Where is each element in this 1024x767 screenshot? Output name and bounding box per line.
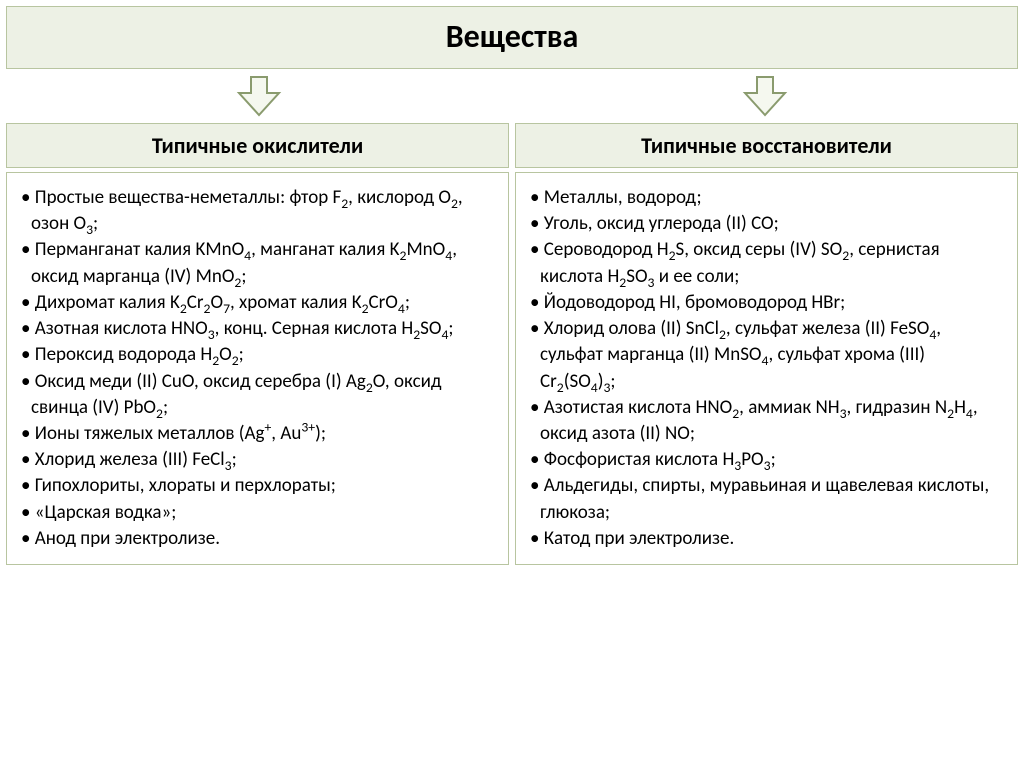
arrow-left-cell — [6, 71, 512, 121]
right-body: Металлы, водород; Уголь, оксид углерода … — [515, 172, 1018, 565]
list-item: Ионы тяжелых металлов (Ag+, Au3+); — [21, 421, 494, 447]
main-title: Вещества — [6, 6, 1018, 69]
list-item: Фосфористая кислота H3PO3; — [530, 447, 1003, 473]
list-item: Сероводород H2S, оксид серы (IV) SO2, се… — [530, 237, 1003, 289]
list-item: Альдегиды, спирты, муравьиная и щавелева… — [530, 473, 1003, 525]
arrow-right-cell — [512, 71, 1018, 121]
right-header: Типичные восстановители — [515, 123, 1018, 168]
columns: Типичные окислители Простые вещества-нем… — [6, 123, 1018, 565]
list-item: Пероксид водорода H2O2; — [21, 342, 494, 368]
list-item: «Царская водка»; — [21, 500, 494, 526]
list-item: Анод при электролизе. — [21, 526, 494, 552]
list-item: Катод при электролизе. — [530, 526, 1003, 552]
list-item: Оксид меди (II) CuO, оксид серебра (I) A… — [21, 369, 494, 421]
arrow-down-icon — [235, 75, 283, 117]
list-item: Уголь, оксид углерода (II) CO; — [530, 211, 1003, 237]
list-item: Хлорид олова (II) SnCl2, сульфат железа … — [530, 316, 1003, 395]
list-item: Металлы, водород; — [530, 185, 1003, 211]
left-column: Типичные окислители Простые вещества-нем… — [6, 123, 509, 565]
arrows-row — [6, 71, 1018, 121]
list-item: Гипохлориты, хлораты и перхлораты; — [21, 473, 494, 499]
list-item: Хлорид железа (III) FeCl3; — [21, 447, 494, 473]
list-item: Перманганат калия KMnO4, манганат калия … — [21, 237, 494, 289]
list-item: Простые вещества-неметаллы: фтор F2, кис… — [21, 185, 494, 237]
left-header: Типичные окислители — [6, 123, 509, 168]
list-item: Азотная кислота HNO3, конц. Серная кисло… — [21, 316, 494, 342]
right-column: Типичные восстановители Металлы, водород… — [515, 123, 1018, 565]
list-item: Йодоводород HI, бромоводород HBr; — [530, 290, 1003, 316]
list-item: Дихромат калия K2Cr2O7, хромат калия K2C… — [21, 290, 494, 316]
list-item: Азотистая кислота HNO2, аммиак NH3, гидр… — [530, 395, 1003, 447]
left-body: Простые вещества-неметаллы: фтор F2, кис… — [6, 172, 509, 565]
arrow-down-icon — [741, 75, 789, 117]
